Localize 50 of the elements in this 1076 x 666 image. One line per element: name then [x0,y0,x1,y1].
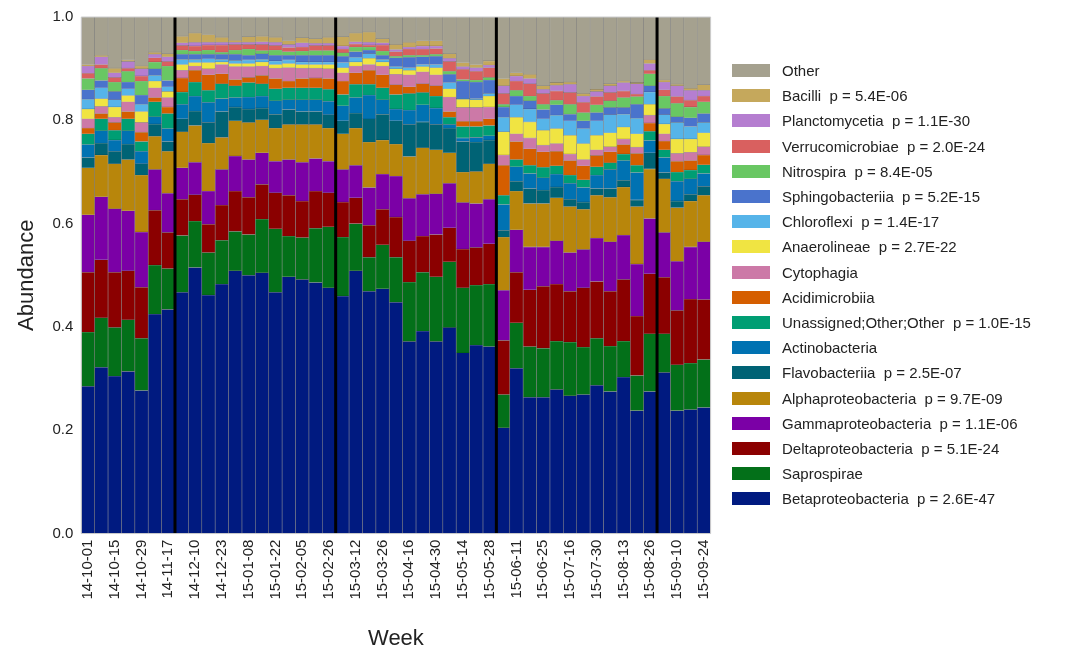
legend-label: Other [782,62,820,80]
legend-label: Saprospirae [782,465,863,483]
legend-label: Unassigned;Other;Other p = 1.0E-15 [782,313,1031,331]
x-tick-label: 14-11-17 [158,539,176,599]
x-tick-label: 15-05-28 [479,539,497,600]
legend-label: Gammaproteobacteria p = 1.1E-06 [782,414,1018,432]
x-tick-label: 15-03-26 [372,539,390,600]
x-tick-label: 15-03-12 [345,539,363,600]
x-tick-label: 15-01-08 [238,539,256,600]
x-tick-label: 15-04-16 [399,539,417,600]
legend-label: Planctomycetia p = 1.1E-30 [782,112,971,130]
x-tick-label: 15-09-10 [667,539,685,600]
x-tick-label: 15-02-26 [319,539,337,600]
legend-label: Actinobacteria [782,339,878,357]
x-tick-label: 14-10-15 [104,539,122,600]
x-tick-label: 15-08-13 [613,539,631,600]
y-tick-label: 1.0 [52,7,74,25]
x-tick-label: 15-08-26 [640,539,658,600]
x-tick-label: 14-10-29 [131,539,149,600]
legend-label: Nitrospira p = 8.4E-05 [782,162,933,180]
y-tick-label: 0.8 [52,110,74,128]
x-tick-label: 15-01-22 [265,539,283,600]
legend-label: Flavobacteriia p = 2.5E-07 [782,364,962,382]
y-tick-label: 0.2 [52,420,74,438]
y-tick-label: 0.0 [52,523,74,541]
x-tick-label: 14-12-23 [211,539,229,600]
x-tick-label: 15-06-25 [533,539,551,600]
x-axis-title: Week [368,624,425,650]
x-tick-label: 14-10-01 [78,539,96,600]
x-tick-label: 15-09-24 [694,539,712,600]
legend-label: Verrucomicrobiae p = 2.0E-24 [782,137,986,155]
x-tick-label: 15-07-30 [586,539,604,600]
legend-label: Acidimicrobiia [782,288,875,306]
x-tick-label: 15-05-14 [453,539,471,600]
x-tick-label: 15-04-30 [426,539,444,600]
y-tick-label: 0.4 [52,317,74,335]
legend-label: Anaerolineae p = 2.7E-22 [782,238,957,256]
legend-label: Alphaproteobacteria p = 9.7E-09 [782,389,1003,407]
x-tick-label: 14-12-10 [185,539,203,600]
legend-label: Cytophagia [782,263,858,281]
legend-label: Chloroflexi p = 1.4E-17 [782,213,940,231]
legend-label: Deltaproteobacteria p = 5.1E-24 [782,439,1000,457]
x-tick-label: 15-07-16 [560,539,578,600]
legend-label: Betaproteobacteria p = 2.6E-47 [782,490,996,508]
x-tick-label: 15-06-11 [506,539,524,599]
y-tick-label: 0.6 [52,213,74,231]
legend-label: Bacilli p = 5.4E-06 [782,87,908,105]
x-tick-label: 15-02-05 [292,539,310,600]
y-axis-title: Abundance [13,219,39,331]
legend-label: Sphingobacteriia p = 5.2E-15 [782,188,981,206]
